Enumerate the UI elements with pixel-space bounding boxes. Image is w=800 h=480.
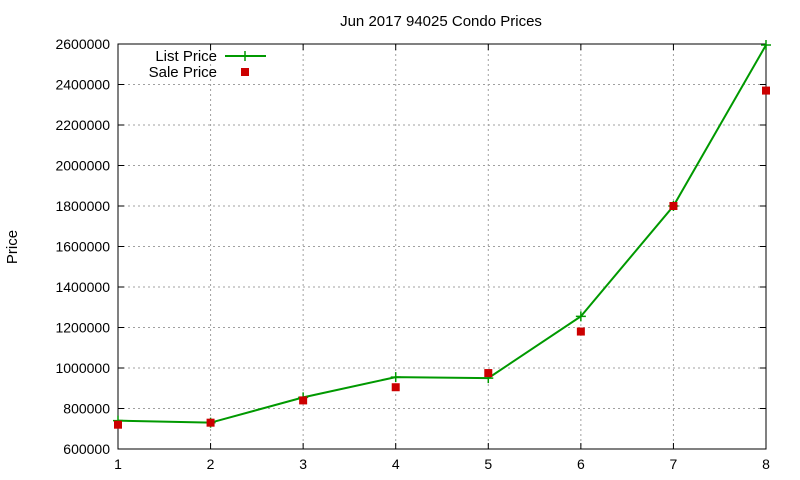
x-tick-label: 4 [392,456,400,472]
legend-label: Sale Price [149,64,217,81]
data-point-square [576,327,585,336]
x-tick-label: 6 [577,456,585,472]
x-tick-label: 5 [484,456,492,472]
series-line [117,44,767,424]
plot-frame [117,43,767,450]
y-tick-label: 1400000 [55,279,110,295]
data-point-plus [240,51,250,61]
data-point-square [484,369,493,378]
series-sale-price [114,86,770,429]
y-tick-label: 1000000 [55,360,110,376]
grid [118,44,766,449]
data-point-square [206,418,215,427]
chart-title: Jun 2017 94025 Condo Prices [340,13,542,30]
y-tick-label: 2000000 [55,158,110,174]
data-point-square [299,396,308,405]
x-tick-label: 8 [762,456,770,472]
data-point-square [762,86,770,95]
data-point-plus [390,372,401,383]
x-tick-label: 2 [207,456,215,472]
y-tick-label: 2600000 [55,36,110,52]
x-tick-label: 3 [299,456,307,472]
axis-ticks: 1 2 3 4 5 6 7 8 600000 800000 1000000 1200000 140000… [55,36,770,472]
data-point-square [114,420,122,429]
y-tick-label: 800000 [63,401,110,417]
series-layer [113,40,771,429]
y-axis-label: Price [4,230,21,264]
series-list-price [113,40,771,428]
data-point-square [391,383,400,392]
y-tick-label: 1200000 [55,320,110,336]
data-point-plus [761,40,771,51]
y-tick-label: 600000 [63,441,110,457]
data-point-square [669,202,678,210]
x-tick-label: 1 [114,456,122,472]
y-tick-label: 2400000 [55,77,110,93]
legend-label: List Price [155,48,217,65]
data-point-plus [575,311,586,322]
data-point-square [241,68,249,76]
y-tick-label: 2200000 [55,117,110,133]
y-tick-label: 1800000 [55,198,110,214]
x-tick-label: 7 [670,456,678,472]
y-tick-label: 1600000 [55,239,110,255]
